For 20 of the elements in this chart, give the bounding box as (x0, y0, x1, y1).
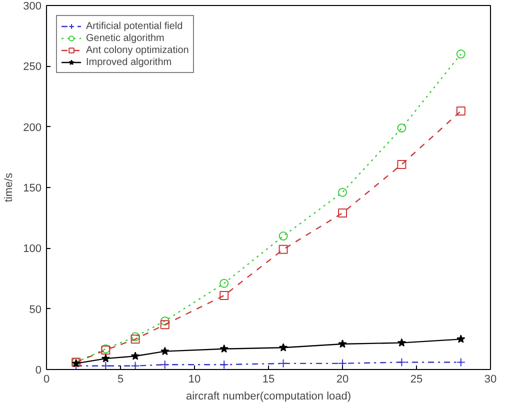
y-axis-title: time/s (3, 172, 16, 202)
legend-label: Genetic algorithm (86, 32, 164, 44)
y-tick-label: 200 (23, 122, 42, 134)
legend-label: Artificial potential field (86, 20, 183, 32)
x-tick-label: 5 (117, 374, 124, 386)
y-tick-label: 100 (23, 243, 42, 256)
y-tick-label: 50 (29, 304, 42, 316)
x-tick-label: 15 (262, 374, 275, 386)
y-tick-label: 150 (23, 182, 42, 194)
y-tick-label: 250 (23, 61, 42, 74)
legend-label: Ant colony optimization (86, 44, 189, 56)
x-tick-label: 10 (188, 374, 201, 386)
y-tick-label: 300 (23, 0, 42, 12)
x-tick-label: 0 (43, 374, 50, 386)
x-tick-label: 25 (410, 374, 423, 386)
y-tick-label: 0 (35, 364, 42, 376)
x-tick-label: 30 (484, 374, 497, 386)
x-axis-title: aircraft number(computation load) (186, 390, 352, 402)
x-tick-label: 20 (336, 374, 349, 386)
legend-label: Improved algorithm (86, 56, 172, 68)
